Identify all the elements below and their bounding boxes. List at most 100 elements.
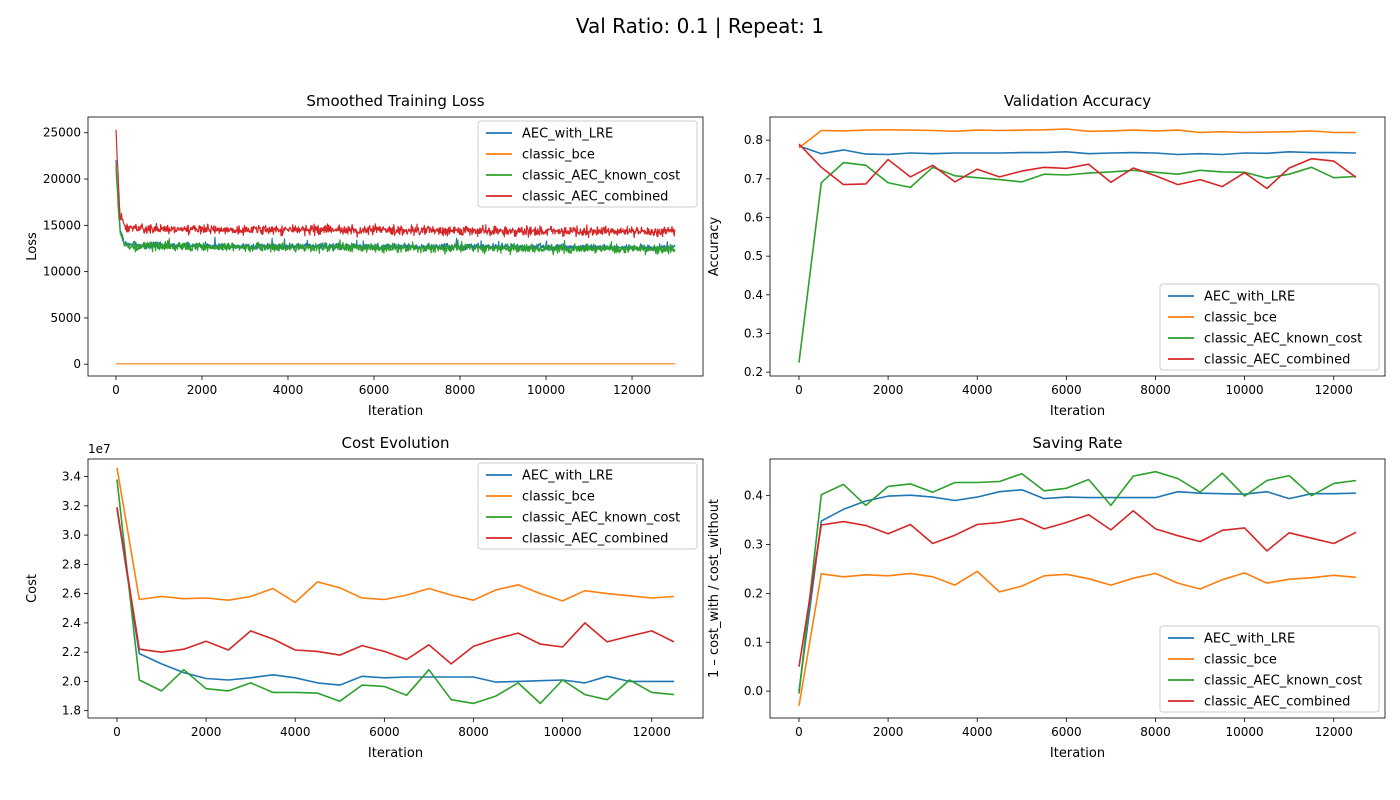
x-tick-label: 2000 [873,383,904,397]
y-tick-label: 0.6 [744,211,763,225]
x-tick-label: 0 [112,383,120,397]
series-line-classic_bce [798,570,1357,706]
y-tick-label: 0.3 [744,538,763,552]
y-tick-label: 5000 [50,311,81,325]
series-line-classic_AEC_known_cost [798,470,1357,694]
y-tick-label: 0.8 [744,133,763,147]
legend-entry-AEC_with_LRE: AEC_with_LRE [522,127,613,142]
x-tick-label: 4000 [280,725,311,739]
legend-entry-classic_bce: classic_bce [1204,311,1277,326]
legend-entry-classic_AEC_known_cost: classic_AEC_known_cost [1204,332,1362,347]
chart-panel-3: Cost Evolution 0 2000 4000 6000 8000 10000 1200… [25,434,704,761]
x-tick-label: 6000 [1051,383,1082,397]
x-tick-label: 0 [113,725,121,739]
x-tick-label: 4000 [273,383,304,397]
figure-title: Val Ratio: 0.1 | Repeat: 1 [576,14,824,38]
y-tick-label: 2.0 [62,674,81,688]
y-tick-label: 3.4 [62,470,81,484]
legend-box [1159,625,1380,713]
y-tick-label: 25000 [43,126,81,140]
legend-entry-classic_AEC_known_cost: classic_AEC_known_cost [522,511,680,526]
legend-entry-classic_AEC_combined: classic_AEC_combined [1204,695,1350,710]
legend: AEC_with_LRE classic_bce classic_AEC_known… [1159,283,1380,371]
x-tick-label: 6000 [1051,725,1082,739]
series-line-classic_AEC_known_cost [798,161,1357,363]
y-axis-label: Loss [25,232,40,261]
legend-entry-classic_AEC_known_cost: classic_AEC_known_cost [1204,674,1362,689]
x-tick-label: 8000 [458,725,489,739]
series-line-classic_bce [798,128,1356,149]
legend: AEC_with_LRE classic_bce classic_AEC_known… [477,462,698,550]
series-line-AEC_with_LRE [116,508,674,686]
y-tick-label: 10000 [43,265,81,279]
x-axis-label: Iteration [368,404,423,419]
y-axis-label: 1 – cost_with / cost_without [707,499,722,678]
x-tick-label: 0 [795,383,803,397]
y-tick-label: 3.2 [62,499,81,513]
y-tick-label: 2.4 [62,616,81,630]
plot-area-frame [87,458,704,719]
y-axis-label: Accuracy [707,217,722,277]
y-tick-label: 0.4 [744,489,763,503]
series-line-AEC_with_LRE [798,145,1357,156]
x-tick-label: 2000 [873,725,904,739]
x-tick-label: 12000 [1315,725,1353,739]
y-tick-label: 3.0 [62,528,81,542]
series-line-classic_AEC_combined [798,509,1357,667]
x-tick-label: 6000 [369,725,400,739]
legend-entry-classic_AEC_combined: classic_AEC_combined [1204,353,1350,368]
legend-entry-AEC_with_LRE: AEC_with_LRE [1204,290,1295,305]
plot-area-frame [87,116,704,377]
x-tick-label: 4000 [962,725,993,739]
chart-title: Cost Evolution [341,434,449,452]
series-line-classic_AEC_known_cost [116,479,675,705]
x-axis-label: Iteration [368,746,423,761]
x-tick-label: 10000 [527,383,565,397]
legend: AEC_with_LRE classic_bce classic_AEC_known… [477,120,698,208]
y-tick-label: 0.3 [744,326,763,340]
legend-box [1159,283,1380,371]
x-tick-label: 12000 [633,725,671,739]
legend-entry-classic_bce: classic_bce [1204,653,1277,668]
chart-title: Validation Accuracy [1004,92,1151,110]
chart-title: Saving Rate [1033,434,1123,452]
y-tick-label: 0.0 [744,684,763,698]
chart-title: Smoothed Training Loss [306,92,484,110]
chart-panel-2: Validation Accuracy 0 2000 4000 6000 8000 1000… [707,92,1386,419]
y-tick-label: 0.2 [744,365,763,379]
series-line-classic_AEC_combined [798,143,1357,190]
y-axis-label: Cost [25,574,40,603]
legend-entry-classic_AEC_known_cost: classic_AEC_known_cost [522,169,680,184]
x-tick-label: 0 [795,725,803,739]
chart-panel-1: Smoothed Training Loss 0 2000 4000 6000 8000 1… [25,92,704,419]
legend-box [477,120,698,208]
x-axis-label: Iteration [1050,746,1105,761]
x-tick-label: 6000 [359,383,390,397]
chart-panel-4: Saving Rate 0 2000 4000 6000 8000 10000 12000 0.… [707,434,1386,761]
y-tick-label: 1.8 [62,704,81,718]
y-tick-label: 0.5 [744,249,763,263]
legend-entry-classic_AEC_combined: classic_AEC_combined [522,532,668,547]
y-tick-label: 0.4 [744,288,763,302]
x-tick-label: 12000 [613,383,651,397]
series-line-classic_AEC_combined [115,129,676,239]
y-tick-label: 15000 [43,218,81,232]
y-tick-label: 0 [73,357,81,371]
x-tick-label: 10000 [1226,725,1264,739]
y-tick-label: 0.1 [744,635,763,649]
legend-entry-classic_bce: classic_bce [522,490,595,505]
y-tick-label: 0.7 [744,172,763,186]
y-tick-label: 2.2 [62,645,81,659]
x-axis-label: Iteration [1050,404,1105,419]
legend-box [477,462,698,550]
x-tick-label: 2000 [191,725,222,739]
y-tick-label: 0.2 [744,586,763,600]
x-tick-label: 2000 [187,383,218,397]
x-tick-label: 4000 [962,383,993,397]
legend-entry-classic_bce: classic_bce [522,148,595,163]
legend-entry-AEC_with_LRE: AEC_with_LRE [1204,632,1295,647]
x-tick-label: 10000 [1226,383,1264,397]
legend-entry-classic_AEC_combined: classic_AEC_combined [522,190,668,205]
x-tick-label: 10000 [544,725,582,739]
